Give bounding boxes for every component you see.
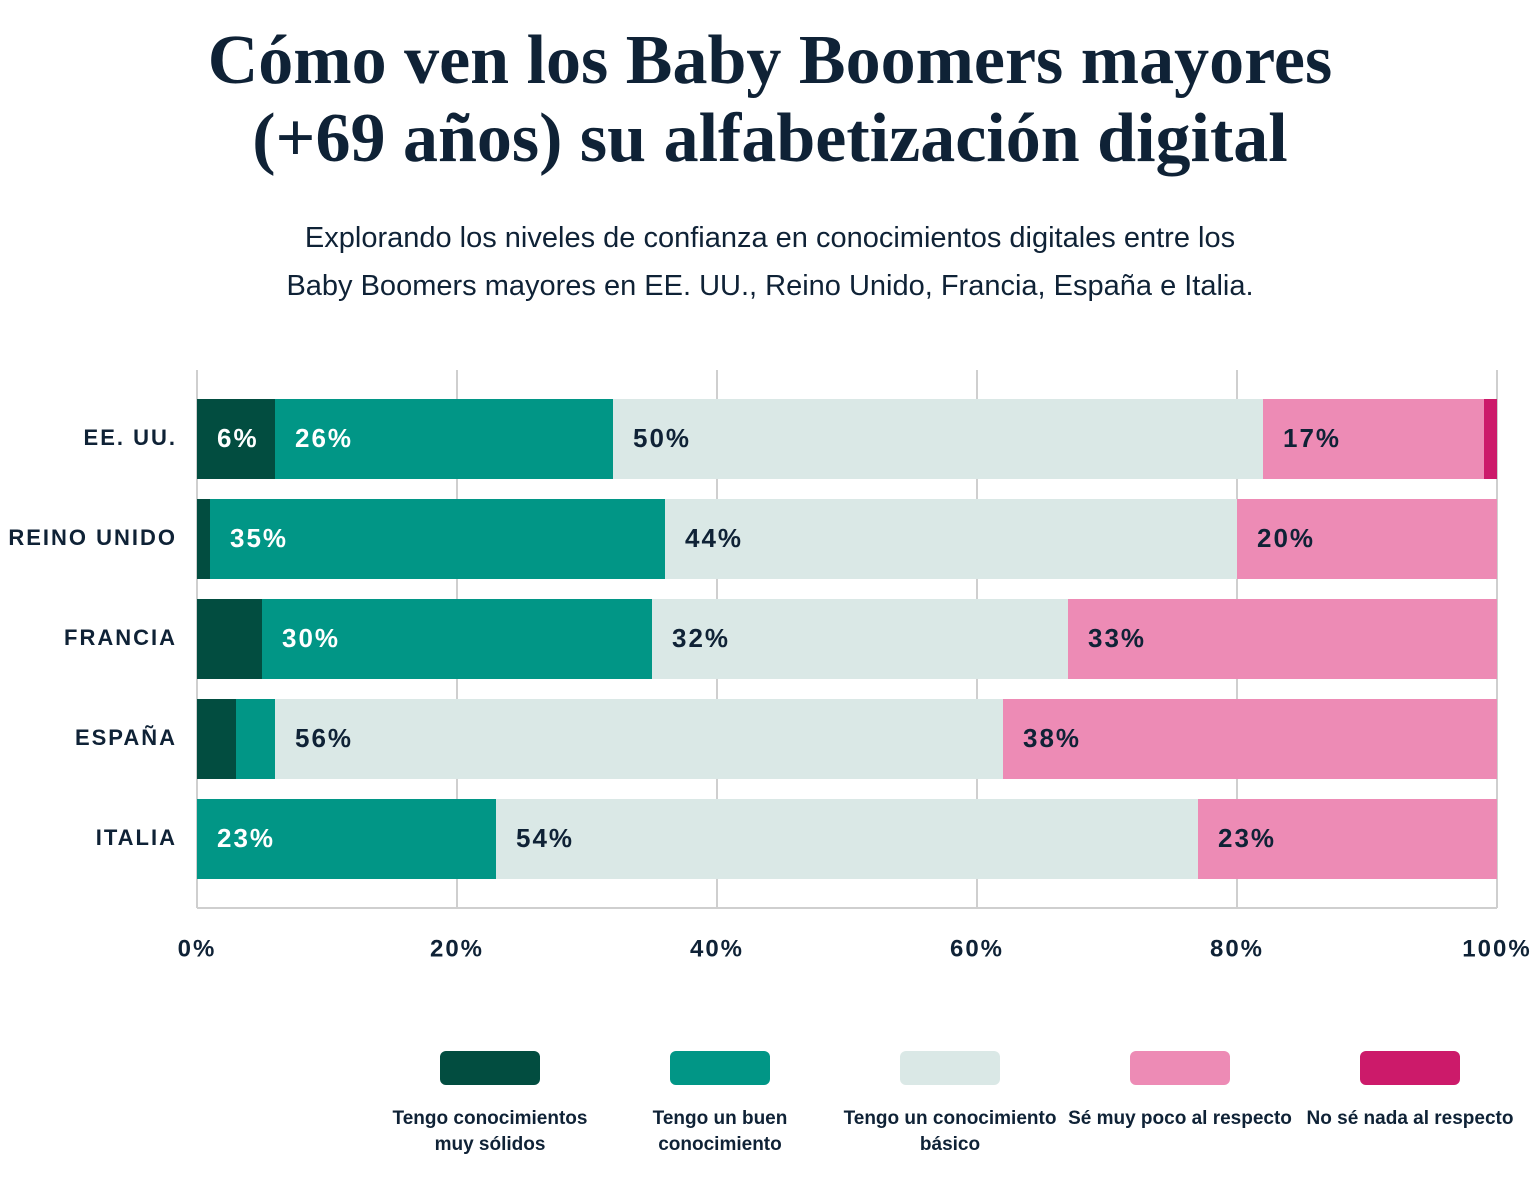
bar-segment [665,499,1237,579]
bar-segment [1198,799,1497,879]
bar-segment [197,599,262,679]
data-label: 50% [633,423,691,453]
bar-segment [613,399,1263,479]
legend-label: Tengo un conocimiento básico [843,1108,1057,1155]
chart-subtitle: Explorando los niveles de confianza en c… [286,222,1254,302]
bar-segment [197,399,275,479]
legend-label: Tengo un buen conocimiento [652,1108,788,1155]
bar-segment [496,799,1198,879]
data-label: 30% [282,623,340,653]
legend-swatch [1130,1051,1230,1085]
data-label: 20% [1257,523,1315,553]
bar-segment [197,799,496,879]
x-tick-label: 60% [950,935,1004,962]
bar-segment [1068,599,1497,679]
bar-segment [1237,499,1497,579]
legend-swatch [900,1051,1000,1085]
data-label: 23% [1218,823,1276,853]
x-tick-label: 100% [1462,935,1531,962]
legend-swatch [1360,1051,1460,1085]
legend-swatch [440,1051,540,1085]
data-label: 35% [230,523,288,553]
data-label: 17% [1283,423,1341,453]
x-tick-label: 0% [178,935,217,962]
bar-segment [275,399,613,479]
data-label: 38% [1023,723,1081,753]
y-tick-label: REINO UNIDO [8,525,177,550]
y-tick-label: EE. UU. [84,425,177,450]
bar-segment [197,499,210,579]
legend-label: Sé muy poco al respecto [1068,1108,1292,1129]
bar-segment [236,699,275,779]
bar-segment [652,599,1068,679]
chart-title: Cómo ven los Baby Boomers mayores (+69 a… [207,22,1333,177]
y-tick-label: FRANCIA [64,625,177,650]
legend-swatch [670,1051,770,1085]
bar-segment [210,499,665,579]
bar-segment [197,699,236,779]
legend-label: Tengo conocimientos muy sólidos [392,1108,588,1155]
data-label: 54% [516,823,574,853]
x-tick-label: 80% [1210,935,1264,962]
bar-segment [1263,399,1484,479]
y-tick-label: ESPAÑA [75,725,177,750]
legend-label: No sé nada al respecto [1306,1108,1514,1129]
x-tick-label: 40% [690,935,744,962]
data-label: 33% [1088,623,1146,653]
bar-segment [275,699,1003,779]
data-label: 26% [295,423,353,453]
data-label: 56% [295,723,353,753]
bar-segment [262,599,652,679]
y-tick-label: ITALIA [96,825,177,850]
data-label: 32% [672,623,730,653]
bar-segment [1003,699,1497,779]
data-label: 44% [685,523,743,553]
data-label: 6% [217,423,259,453]
data-label: 23% [217,823,275,853]
x-tick-label: 20% [430,935,484,962]
bar-segment [1484,399,1497,479]
